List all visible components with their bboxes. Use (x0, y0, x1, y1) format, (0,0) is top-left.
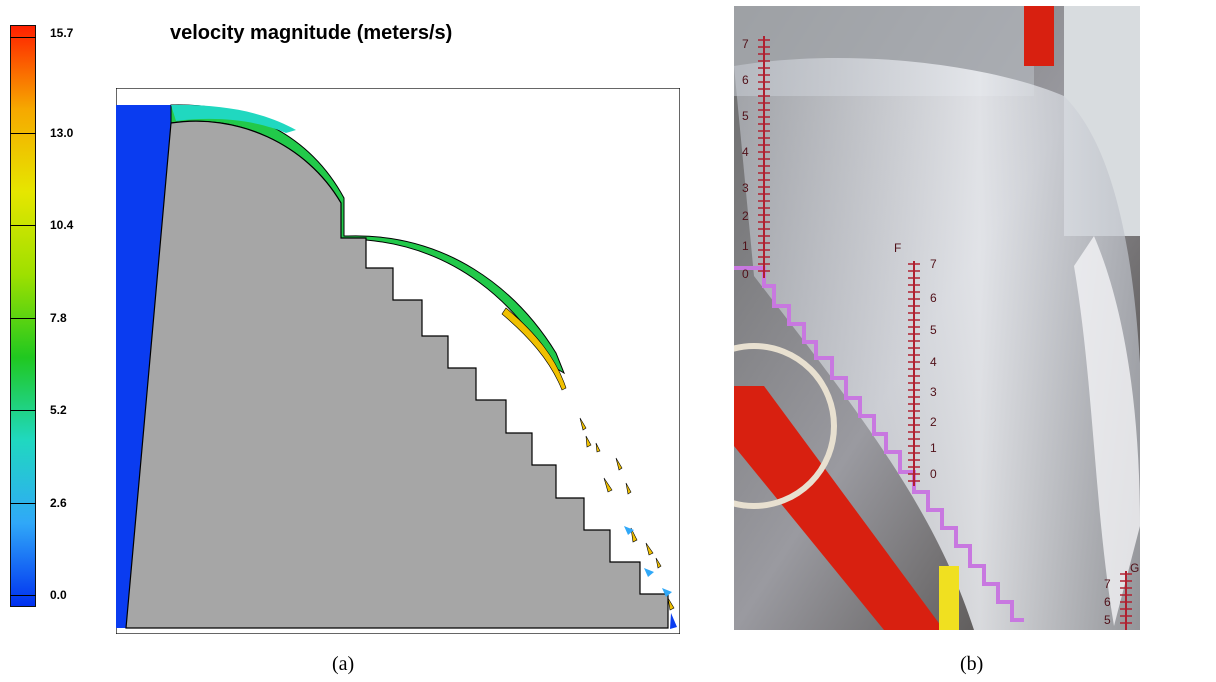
simulation-title: velocity magnitude (meters/s) (170, 22, 453, 44)
left-scale-label: 3 (742, 181, 749, 195)
colorbar-tick-label: 13.0 (50, 125, 74, 140)
left-scale-label: 6 (742, 73, 749, 87)
velocity-colorbar (10, 25, 36, 607)
yellow-post (939, 566, 959, 630)
center-scale-label: 2 (930, 415, 937, 429)
laboratory-photo: 7 6 5 4 3 2 1 0 7 6 5 4 3 2 1 0 7 6 5 F … (734, 6, 1140, 630)
center-scale-label: 6 (930, 291, 937, 305)
marker-letter-f: F (894, 241, 901, 255)
left-scale-label: 0 (742, 267, 749, 281)
center-scale-label: 0 (930, 467, 937, 481)
center-scale-label: 4 (930, 355, 937, 369)
right-scale-label: 7 (1104, 577, 1111, 591)
toe-flow (670, 613, 677, 629)
colorbar-tick-label: 2.6 (50, 495, 67, 510)
left-scale-label: 1 (742, 239, 749, 253)
ring (734, 343, 837, 509)
spray-droplets (579, 417, 675, 611)
center-scale-label: 1 (930, 441, 937, 455)
nappe-high-velocity (501, 307, 567, 391)
colorbar-tick-label: 7.8 (50, 310, 67, 325)
crest-flow-cyan (171, 104, 296, 133)
left-scale-label: 5 (742, 109, 749, 123)
spray-low-velocity (624, 526, 672, 597)
colorbar-tick (10, 595, 36, 596)
colorbar-tick (10, 410, 36, 412)
colorbar-tick (10, 502, 36, 504)
caption-a: (a) (332, 653, 355, 675)
water-nappe (734, 57, 1140, 630)
center-scale-label: 3 (930, 385, 937, 399)
red-support-beam (734, 386, 944, 630)
colorbar-tick (10, 317, 36, 319)
right-scale-label: 5 (1104, 613, 1111, 627)
left-scale-label: 7 (742, 37, 749, 51)
colorbar-tick-label: 5.2 (50, 403, 67, 418)
red-frame-top (1024, 6, 1054, 66)
colorbar-tick-label: 0.0 (50, 588, 67, 602)
ruler-ticks (758, 39, 1132, 624)
caption-b: (b) (960, 653, 984, 675)
right-scale-label: 6 (1104, 595, 1111, 609)
stepped-spillway-outline (734, 266, 1024, 622)
aerated-spray (1074, 236, 1140, 626)
stepped-spillway-body (125, 120, 669, 629)
colorbar-tick (10, 225, 36, 227)
center-scale-label: 7 (930, 257, 937, 271)
colorbar-tick (10, 37, 36, 38)
left-scale-label: 4 (742, 145, 749, 159)
simulation-plot (116, 88, 680, 634)
reservoir-low-velocity-region (116, 105, 226, 628)
colorbar-tick-label: 15.7 (50, 26, 74, 40)
marker-letter-g: G (1130, 561, 1139, 575)
left-scale-label: 2 (742, 209, 749, 223)
colorbar-tick (10, 132, 36, 134)
colorbar-tick-label: 10.4 (50, 218, 74, 233)
center-scale-label: 5 (930, 323, 937, 337)
